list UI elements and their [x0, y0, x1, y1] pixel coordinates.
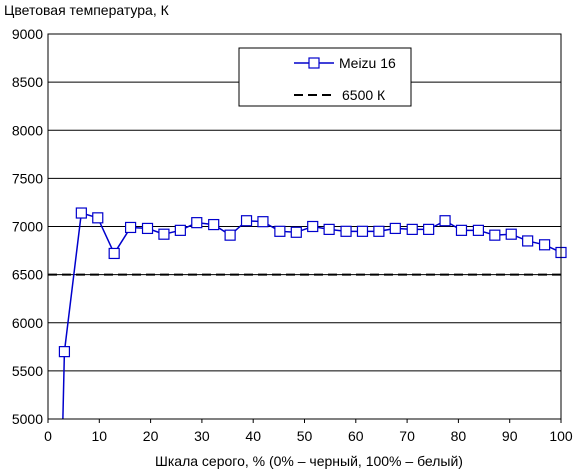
meizu-data-point — [472, 224, 485, 236]
meizu-data-point — [158, 228, 170, 240]
meizu-data-point — [75, 207, 87, 219]
legend-meizu-marker — [308, 57, 320, 69]
meizu-data-point — [356, 225, 369, 237]
y-tick-label: 8500 — [12, 74, 43, 90]
meizu-data-point — [191, 217, 203, 229]
x-tick-label: 40 — [245, 428, 261, 444]
y-tick-label: 7500 — [12, 170, 43, 186]
x-tick-label: 100 — [549, 428, 573, 444]
meizu-data-point — [208, 218, 220, 231]
meizu-data-point — [290, 226, 302, 238]
x-tick-labels: 0 10 20 30 40 50 60 70 80 90 100 — [44, 428, 573, 444]
meizu-data-point — [240, 215, 253, 227]
meizu-data-point — [92, 212, 104, 224]
y-tick-label: 6500 — [12, 267, 43, 283]
x-tick-label: 60 — [348, 428, 364, 444]
meizu-data-point — [124, 221, 137, 234]
y-tick-labels: 5000 5500 6000 6500 7000 7500 8000 8500 9000 — [12, 26, 43, 427]
meizu-data-point — [224, 229, 236, 241]
meizu-data-point — [323, 223, 335, 235]
meizu-data-point — [423, 223, 435, 235]
meizu-data-point — [340, 225, 352, 237]
meizu-data-point — [389, 222, 401, 235]
meizu-data-point — [174, 224, 186, 236]
x-tick-label: 30 — [194, 428, 210, 444]
meizu-data-point — [257, 216, 269, 228]
meizu-data-point — [274, 225, 286, 237]
y-tick-label: 7000 — [12, 219, 43, 235]
meizu-data-point — [141, 222, 154, 235]
x-tick-label: 10 — [92, 428, 108, 444]
plot-area-border — [47, 33, 562, 420]
legend-meizu-label: Meizu 16 — [339, 55, 396, 71]
meizu-data-point — [373, 225, 385, 237]
y-axis-title: Цветовая температура, К — [4, 2, 170, 18]
x-tick-label: 0 — [44, 428, 52, 444]
y-tick-label: 6000 — [12, 315, 43, 331]
series-layer — [48, 207, 567, 420]
y-tick-label: 5500 — [12, 363, 43, 379]
meizu-data-point — [108, 247, 120, 260]
legend: Meizu 16 6500 К — [238, 47, 412, 107]
meizu-data-point — [406, 223, 418, 235]
meizu-data-point — [489, 229, 501, 241]
legend-6500k-label: 6500 К — [342, 87, 386, 103]
y-tick-label: 5000 — [12, 411, 43, 427]
x-tick-label: 80 — [451, 428, 467, 444]
meizu-data-point — [522, 235, 534, 247]
meizu-data-point — [58, 346, 71, 358]
legend-box — [238, 47, 412, 107]
x-tick-label: 70 — [399, 428, 415, 444]
meizu-data-point — [505, 228, 517, 240]
meizu-data-point — [307, 220, 319, 233]
meizu-data-point — [538, 239, 551, 251]
y-tick-label: 9000 — [12, 26, 43, 42]
y-tick-label: 8000 — [12, 122, 43, 138]
x-axis-title: Шкала серого, % (0% – черный, 100% – бел… — [155, 453, 463, 469]
x-tick-label: 90 — [502, 428, 518, 444]
meizu-data-point — [439, 215, 451, 227]
x-tick-label: 50 — [297, 428, 313, 444]
x-tick-label: 20 — [143, 428, 159, 444]
meizu-data-point — [455, 224, 468, 236]
meizu-series-line — [62, 212, 562, 420]
